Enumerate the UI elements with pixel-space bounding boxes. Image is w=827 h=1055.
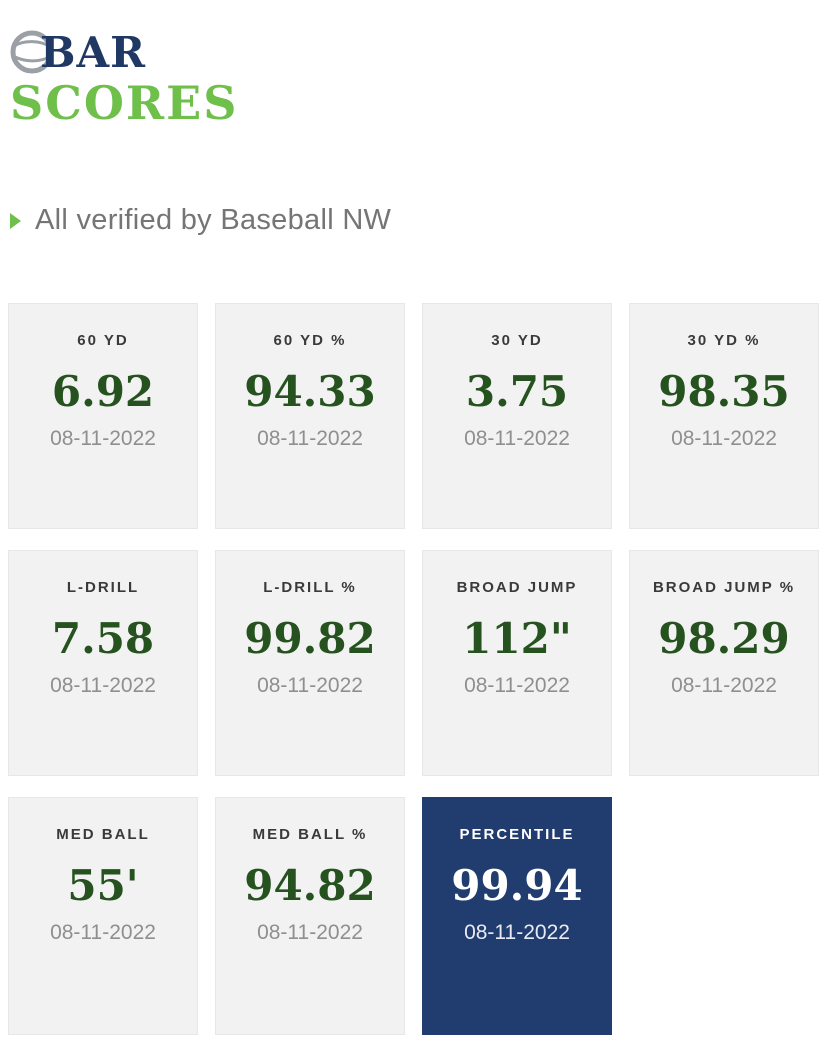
score-card-med-ball: MED BALL 55' 08-11-2022 bbox=[8, 797, 198, 1035]
score-label: BROAD JUMP bbox=[456, 579, 578, 596]
score-date: 08-11-2022 bbox=[671, 427, 777, 451]
score-label: 30 YD % bbox=[687, 332, 761, 349]
brand-name-bar: BAR bbox=[40, 27, 146, 77]
score-date: 08-11-2022 bbox=[257, 674, 363, 698]
score-label: MED BALL % bbox=[252, 826, 368, 843]
score-label: BROAD JUMP % bbox=[652, 579, 796, 596]
score-card-30yd: 30 YD 3.75 08-11-2022 bbox=[422, 303, 612, 529]
verified-note-row: All verified by Baseball NW bbox=[8, 204, 819, 237]
score-date: 08-11-2022 bbox=[50, 921, 156, 945]
score-date: 08-11-2022 bbox=[257, 921, 363, 945]
score-card-60yd-pct: 60 YD % 94.33 08-11-2022 bbox=[215, 303, 405, 529]
score-label: 60 YD bbox=[77, 332, 129, 349]
score-value: 3.75 bbox=[465, 367, 569, 416]
score-card-broad-jump: BROAD JUMP 112" 08-11-2022 bbox=[422, 550, 612, 776]
score-label: MED BALL bbox=[56, 826, 150, 843]
score-card-ldrill: L-DRILL 7.58 08-11-2022 bbox=[8, 550, 198, 776]
score-card-60yd: 60 YD 6.92 08-11-2022 bbox=[8, 303, 198, 529]
score-date: 08-11-2022 bbox=[50, 674, 156, 698]
page-title-scores: SCORES bbox=[10, 76, 239, 130]
score-card-percentile: PERCENTILE 99.94 08-11-2022 bbox=[422, 797, 612, 1035]
score-value: 7.58 bbox=[51, 614, 155, 663]
score-card-broad-jump-pct: BROAD JUMP % 98.29 08-11-2022 bbox=[629, 550, 819, 776]
score-card-ldrill-pct: L-DRILL % 99.82 08-11-2022 bbox=[215, 550, 405, 776]
score-value: 112" bbox=[462, 614, 572, 663]
score-date: 08-11-2022 bbox=[464, 427, 570, 451]
score-cards-grid: 60 YD 6.92 08-11-2022 60 YD % 94.33 08-1… bbox=[8, 303, 819, 1035]
score-value: 99.94 bbox=[451, 861, 583, 910]
score-label: 30 YD bbox=[491, 332, 543, 349]
score-date: 08-11-2022 bbox=[464, 921, 570, 945]
score-value: 99.82 bbox=[244, 614, 376, 663]
score-card-30yd-pct: 30 YD % 98.35 08-11-2022 bbox=[629, 303, 819, 529]
verified-note-text: All verified by Baseball NW bbox=[35, 204, 392, 236]
score-card-med-ball-pct: MED BALL % 94.82 08-11-2022 bbox=[215, 797, 405, 1035]
score-date: 08-11-2022 bbox=[464, 674, 570, 698]
score-label: L-DRILL bbox=[66, 579, 140, 596]
score-date: 08-11-2022 bbox=[671, 674, 777, 698]
triangle-bullet-icon bbox=[10, 212, 21, 229]
score-label: 60 YD % bbox=[273, 332, 347, 349]
score-date: 08-11-2022 bbox=[50, 427, 156, 451]
score-date: 08-11-2022 bbox=[257, 427, 363, 451]
score-value: 6.92 bbox=[51, 367, 155, 416]
score-label: PERCENTILE bbox=[459, 826, 575, 843]
globe-swoosh-icon bbox=[10, 30, 54, 74]
score-value: 98.29 bbox=[658, 614, 790, 663]
score-value: 98.35 bbox=[658, 367, 790, 416]
score-label: L-DRILL % bbox=[263, 579, 357, 596]
score-value: 94.82 bbox=[244, 861, 376, 910]
score-value: 94.33 bbox=[244, 367, 376, 416]
brand-logo: BAR SCORES bbox=[8, 26, 819, 130]
score-value: 55' bbox=[67, 861, 139, 910]
